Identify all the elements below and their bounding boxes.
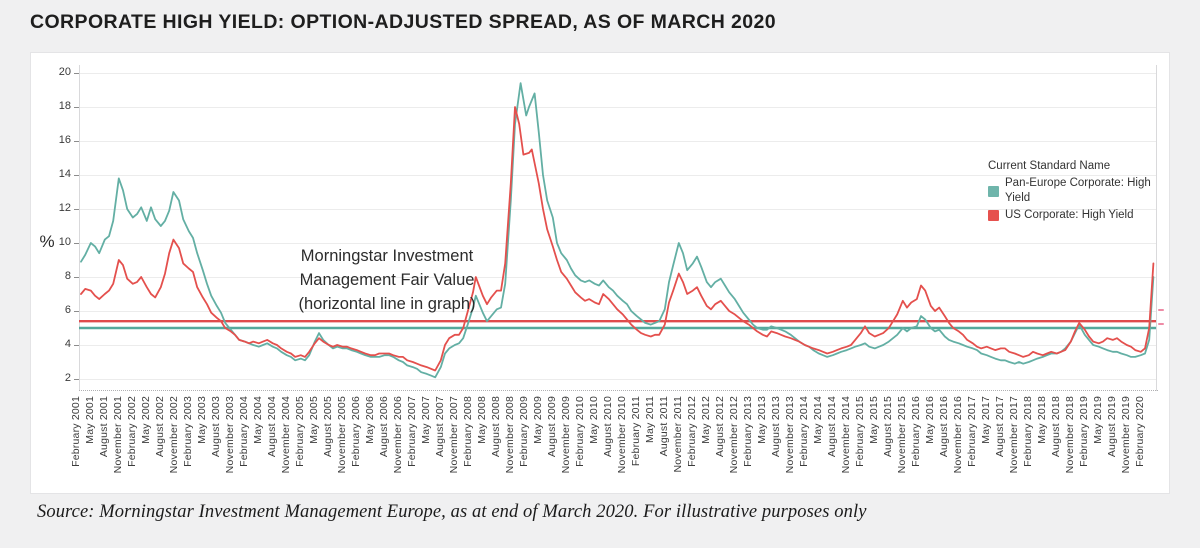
series-end-marker: [1158, 323, 1164, 325]
y-tick-mark: [74, 345, 79, 346]
legend: Current Standard Name Pan-Europe Corpora…: [988, 159, 1169, 223]
y-tick-label: 14: [58, 168, 71, 180]
legend-item-pan-europe[interactable]: Pan-Europe Corporate: High Yield: [988, 176, 1169, 206]
gridline: [79, 379, 1156, 380]
gridline: [79, 107, 1156, 108]
series-us-line[interactable]: [80, 106, 1155, 372]
y-tick-label: 10: [58, 236, 71, 248]
gridline: [79, 141, 1156, 142]
y-tick-mark: [74, 141, 79, 142]
gridline: [79, 311, 1156, 312]
y-tick-mark: [74, 175, 79, 176]
legend-title: Current Standard Name: [988, 160, 1111, 172]
series-lines-canvas: [79, 82, 1156, 379]
left-axis-spine: [79, 65, 80, 391]
fair-value-annotation: Morningstar Investment Management Fair V…: [263, 244, 511, 316]
chart-panel: 2 4 6 8 10 12 14 16 18 20% February 2001 May 2001 Au…: [30, 52, 1170, 494]
annotation-line-1: Morningstar Investment: [300, 247, 474, 265]
y-tick-mark: [74, 243, 79, 244]
annotation-line-3: (horizontal line in graph): [298, 295, 476, 313]
gridline: [79, 243, 1156, 244]
gridline: [79, 209, 1156, 210]
gridline: [79, 277, 1156, 278]
annotation-line-2: Management Fair Value: [299, 271, 475, 289]
series-pan-europe-line[interactable]: [80, 82, 1155, 379]
y-tick-mark: [74, 73, 79, 74]
y-tick-label: 2: [64, 372, 71, 384]
y-tick-mark: [74, 311, 79, 312]
gridline: [79, 73, 1156, 74]
series-end-marker: [1158, 309, 1164, 311]
y-tick-label: 20: [58, 66, 71, 78]
gridline: [79, 345, 1156, 346]
right-axis-spine: [1156, 65, 1157, 391]
gridline: [79, 175, 1156, 176]
y-tick-mark: [74, 107, 79, 108]
y-tick-label: 12: [58, 202, 71, 214]
y-tick-mark: [74, 277, 79, 278]
legend-item-label: US Corporate: High Yield: [1005, 209, 1134, 221]
legend-item-label: Pan-Europe Corporate: High Yield: [1005, 177, 1151, 204]
y-tick-label: 4: [64, 338, 71, 350]
y-tick-label: 6: [64, 304, 71, 316]
page-title: CORPORATE HIGH YIELD: OPTION-ADJUSTED SP…: [30, 11, 777, 33]
y-tick-label: 8: [64, 270, 71, 282]
y-tick-mark: [74, 379, 79, 380]
y-tick-mark: [74, 209, 79, 210]
legend-item-us[interactable]: US Corporate: High Yield: [988, 208, 1169, 223]
source-note: Source: Morningstar Investment Managemen…: [37, 502, 867, 522]
y-tick-label: 16: [58, 134, 71, 146]
chart-plot-area[interactable]: 2 4 6 8 10 12 14 16 18 20% February 2001 May 2001 Au…: [31, 53, 1169, 493]
y-axis-unit-label: %: [39, 232, 55, 251]
y-tick-label: 18: [58, 100, 71, 112]
us-swatch-icon: [988, 210, 999, 221]
pan-europe-swatch-icon: [988, 185, 999, 197]
x-axis-dotted-line: [79, 390, 1158, 391]
